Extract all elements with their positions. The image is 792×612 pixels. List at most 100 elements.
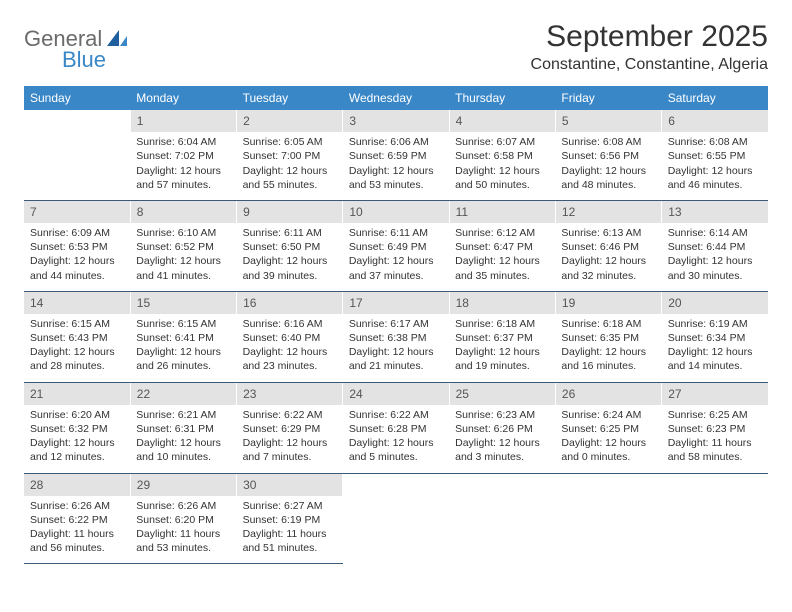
sunset-text: Sunset: 6:25 PM <box>561 422 655 436</box>
daylight-text: and 37 minutes. <box>349 269 443 283</box>
day-number: 17 <box>343 291 449 314</box>
daylight-text: Daylight: 12 hours <box>561 254 655 268</box>
day-number: 15 <box>130 291 236 314</box>
daylight-text: Daylight: 12 hours <box>561 345 655 359</box>
day-cell: Sunrise: 6:15 AMSunset: 6:41 PMDaylight:… <box>130 314 236 382</box>
sunrise-text: Sunrise: 6:11 AM <box>349 226 443 240</box>
sunset-text: Sunset: 6:50 PM <box>243 240 337 254</box>
sunrise-text: Sunrise: 6:16 AM <box>243 317 337 331</box>
sunset-text: Sunset: 6:55 PM <box>668 149 762 163</box>
sunset-text: Sunset: 6:56 PM <box>561 149 655 163</box>
daylight-text: Daylight: 12 hours <box>136 254 230 268</box>
daylight-text: and 51 minutes. <box>243 541 337 555</box>
day-number: 19 <box>555 291 661 314</box>
location: Constantine, Constantine, Algeria <box>531 56 768 74</box>
daylight-text: and 41 minutes. <box>136 269 230 283</box>
sunrise-text: Sunrise: 6:04 AM <box>136 135 230 149</box>
day-cell: Sunrise: 6:23 AMSunset: 6:26 PMDaylight:… <box>449 405 555 473</box>
daylight-text: Daylight: 12 hours <box>349 254 443 268</box>
sunrise-text: Sunrise: 6:06 AM <box>349 135 443 149</box>
day-cell: Sunrise: 6:04 AMSunset: 7:02 PMDaylight:… <box>130 132 236 200</box>
daylight-text: and 21 minutes. <box>349 359 443 373</box>
daynum-row: 14151617181920 <box>24 291 768 314</box>
day-number: 29 <box>130 473 236 496</box>
sunrise-text: Sunrise: 6:08 AM <box>668 135 762 149</box>
day-header: Tuesday <box>237 86 343 110</box>
daylight-text: Daylight: 12 hours <box>349 436 443 450</box>
day-cell: Sunrise: 6:08 AMSunset: 6:56 PMDaylight:… <box>555 132 661 200</box>
daylight-text: and 10 minutes. <box>136 450 230 464</box>
daylight-text: and 26 minutes. <box>136 359 230 373</box>
day-cell: Sunrise: 6:18 AMSunset: 6:35 PMDaylight:… <box>555 314 661 382</box>
day-cell: Sunrise: 6:24 AMSunset: 6:25 PMDaylight:… <box>555 405 661 473</box>
daynum-row: 21222324252627 <box>24 382 768 405</box>
day-cell: Sunrise: 6:08 AMSunset: 6:55 PMDaylight:… <box>662 132 768 200</box>
day-header: Monday <box>130 86 236 110</box>
sunset-text: Sunset: 6:35 PM <box>561 331 655 345</box>
day-cell: Sunrise: 6:22 AMSunset: 6:28 PMDaylight:… <box>343 405 449 473</box>
daylight-text: and 35 minutes. <box>455 269 549 283</box>
day-number: 30 <box>237 473 343 496</box>
day-number: 5 <box>555 110 661 132</box>
sunset-text: Sunset: 6:28 PM <box>349 422 443 436</box>
day-number: 8 <box>130 200 236 223</box>
day-number: 7 <box>24 200 130 223</box>
day-cell: Sunrise: 6:14 AMSunset: 6:44 PMDaylight:… <box>662 223 768 291</box>
day-cell: Sunrise: 6:05 AMSunset: 7:00 PMDaylight:… <box>237 132 343 200</box>
daylight-text: Daylight: 12 hours <box>136 345 230 359</box>
day-cell: Sunrise: 6:12 AMSunset: 6:47 PMDaylight:… <box>449 223 555 291</box>
title-block: September 2025 Constantine, Constantine,… <box>531 20 768 74</box>
daylight-text: Daylight: 12 hours <box>561 436 655 450</box>
day-number: 26 <box>555 382 661 405</box>
daylight-text: and 39 minutes. <box>243 269 337 283</box>
daylight-text: Daylight: 12 hours <box>561 164 655 178</box>
daylight-text: and 58 minutes. <box>668 450 762 464</box>
day-number: 6 <box>662 110 768 132</box>
daylight-text: Daylight: 11 hours <box>243 527 337 541</box>
day-cell: Sunrise: 6:09 AMSunset: 6:53 PMDaylight:… <box>24 223 130 291</box>
daylight-text: Daylight: 12 hours <box>243 436 337 450</box>
day-number: 21 <box>24 382 130 405</box>
sunset-text: Sunset: 6:53 PM <box>30 240 124 254</box>
content-row: Sunrise: 6:15 AMSunset: 6:43 PM Daylight:… <box>24 314 768 382</box>
day-number: 24 <box>343 382 449 405</box>
sunrise-text: Sunrise: 6:20 AM <box>30 408 124 422</box>
daylight-text: Daylight: 12 hours <box>349 345 443 359</box>
sunset-text: Sunset: 6:43 PM <box>30 331 124 345</box>
day-header: Friday <box>555 86 661 110</box>
sunrise-text: Sunrise: 6:15 AM <box>30 317 124 331</box>
daylight-text: Daylight: 12 hours <box>455 345 549 359</box>
day-header: Sunday <box>24 86 130 110</box>
sunset-text: Sunset: 6:40 PM <box>243 331 337 345</box>
daylight-text: and 5 minutes. <box>349 450 443 464</box>
daylight-text: and 46 minutes. <box>668 178 762 192</box>
day-number: 16 <box>237 291 343 314</box>
sunrise-text: Sunrise: 6:18 AM <box>455 317 549 331</box>
day-number: 12 <box>555 200 661 223</box>
daylight-text: Daylight: 12 hours <box>455 254 549 268</box>
sunrise-text: Sunrise: 6:10 AM <box>136 226 230 240</box>
daylight-text: and 30 minutes. <box>668 269 762 283</box>
daylight-text: and 53 minutes. <box>349 178 443 192</box>
content-row: Sunrise: 6:20 AMSunset: 6:32 PMDaylight:… <box>24 405 768 473</box>
day-header: Wednesday <box>343 86 449 110</box>
sunrise-text: Sunrise: 6:11 AM <box>243 226 337 240</box>
daylight-text: Daylight: 11 hours <box>30 527 124 541</box>
daylight-text: and 28 minutes. <box>30 359 124 373</box>
sunset-text: Sunset: 6:47 PM <box>455 240 549 254</box>
logo: General Blue <box>24 28 127 71</box>
sunrise-text: Sunrise: 6:25 AM <box>668 408 762 422</box>
sunrise-text: Sunrise: 6:24 AM <box>561 408 655 422</box>
day-number <box>343 473 449 496</box>
day-number: 1 <box>130 110 236 132</box>
daylight-text: and 16 minutes. <box>561 359 655 373</box>
sunset-text: Sunset: 6:37 PM <box>455 331 549 345</box>
sunset-text: Sunset: 6:34 PM <box>668 331 762 345</box>
sunset-text: Sunset: 6:23 PM <box>668 422 762 436</box>
day-cell: Sunrise: 6:18 AMSunset: 6:37 PMDaylight:… <box>449 314 555 382</box>
day-cell: Sunrise: 6:11 AMSunset: 6:49 PMDaylight:… <box>343 223 449 291</box>
sunset-text: Sunset: 6:58 PM <box>455 149 549 163</box>
sunrise-text: Sunrise: 6:05 AM <box>243 135 337 149</box>
daylight-text: Daylight: 12 hours <box>668 164 762 178</box>
logo-blue: Blue <box>62 49 127 71</box>
